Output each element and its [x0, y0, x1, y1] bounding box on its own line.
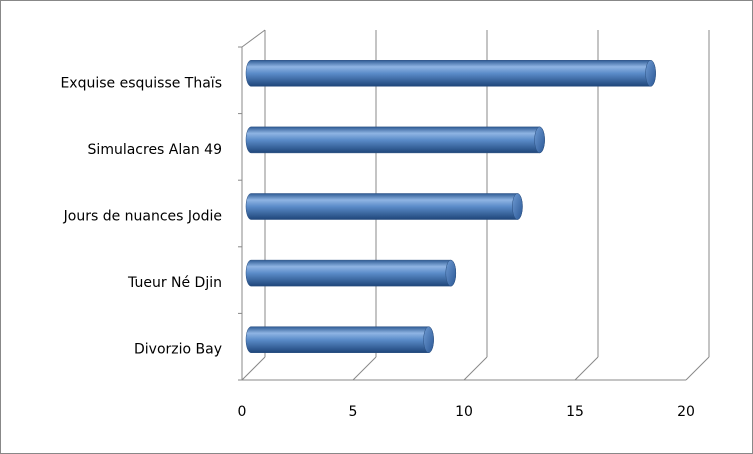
bar-cap: [534, 126, 545, 154]
bar: [245, 259, 457, 287]
x-tick-label: 20: [677, 404, 695, 420]
floor-line: [463, 356, 488, 381]
y-tick-label: Jours de nuances Jodie: [63, 209, 222, 225]
bar-cap: [445, 259, 457, 287]
y-tick-label: Divorzio Bay: [134, 342, 222, 358]
y-tick-label: Exquise esquisse Thaïs: [60, 75, 222, 91]
floor-line: [685, 356, 710, 381]
axis-edge: [241, 29, 266, 48]
x-tick-label: 0: [238, 404, 247, 420]
floor-line: [574, 356, 599, 381]
bar: [245, 326, 434, 353]
bar-cap: [512, 193, 523, 220]
x-tick-label: 15: [566, 404, 584, 420]
x-tick-label: 10: [455, 404, 473, 420]
x-tick-label: 5: [349, 404, 358, 420]
floor-line: [352, 356, 377, 381]
y-tick-label: Simulacres Alan 49: [88, 142, 222, 158]
bar-cap: [645, 60, 656, 87]
bar-cap: [423, 326, 434, 353]
floor-line: [241, 356, 266, 381]
bar: [245, 126, 545, 154]
y-tick-label: Tueur Né Djin: [127, 275, 222, 291]
bar: [245, 193, 523, 220]
bar: [245, 60, 656, 87]
